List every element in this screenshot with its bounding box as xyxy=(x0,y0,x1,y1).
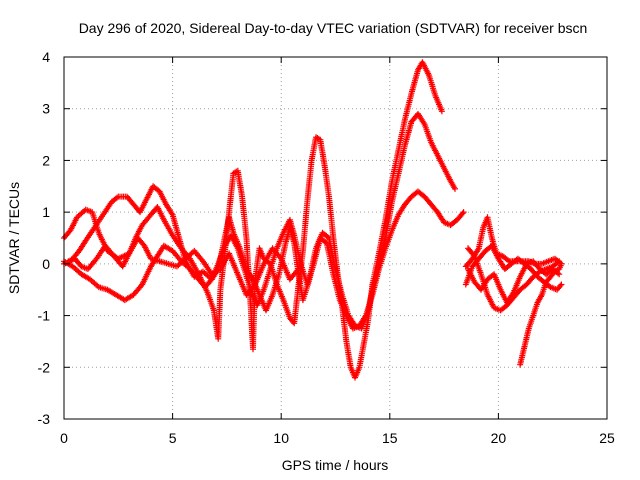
track-7 xyxy=(462,242,565,293)
data-point-marker xyxy=(556,271,563,278)
data-point-marker xyxy=(452,185,458,192)
data-point-marker xyxy=(295,266,302,272)
y-tick-label: 1 xyxy=(42,204,50,220)
chart-title: Day 296 of 2020, Sidereal Day-to-day VTE… xyxy=(79,20,588,36)
y-tick-label: -1 xyxy=(38,308,51,324)
data-point-marker xyxy=(505,257,511,264)
y-tick-label: 0 xyxy=(42,256,50,272)
data-points xyxy=(61,59,565,381)
track-1 xyxy=(61,59,445,381)
data-point-marker xyxy=(557,282,564,289)
data-point-marker xyxy=(470,251,477,258)
y-tick-label: 4 xyxy=(42,49,50,65)
data-point-marker xyxy=(554,259,561,266)
data-point-marker xyxy=(460,209,467,216)
data-point-marker xyxy=(207,277,214,284)
y-axis-label: SDTVAR / TECUs xyxy=(6,182,22,294)
track-3 xyxy=(61,188,467,332)
plot-frame xyxy=(63,56,608,420)
data-point-marker xyxy=(554,270,561,277)
axis-ticks: 0 5 10 15 20 25 -3 -2 -1 0 1 2 3 4 xyxy=(38,49,615,446)
data-point-marker xyxy=(558,281,565,288)
x-tick-label: 15 xyxy=(382,430,398,446)
track-8 xyxy=(517,260,565,368)
x-axis-label: GPS time / hours xyxy=(282,457,389,473)
data-point-marker xyxy=(459,210,466,217)
data-point-marker xyxy=(438,108,445,115)
x-tick-label: 0 xyxy=(60,430,68,446)
y-tick-label: -2 xyxy=(38,359,51,375)
y-tick-label: 2 xyxy=(42,152,50,168)
y-tick-label: -3 xyxy=(38,411,51,427)
y-tick-label: 3 xyxy=(42,101,50,117)
track-4 xyxy=(65,235,302,298)
data-point-marker xyxy=(558,260,565,267)
data-point-marker xyxy=(420,119,427,126)
x-tick-label: 25 xyxy=(599,430,615,446)
x-tick-label: 20 xyxy=(491,430,507,446)
track-9 xyxy=(465,258,563,306)
x-tick-label: 5 xyxy=(169,430,177,446)
data-point-marker xyxy=(114,194,120,201)
x-tick-label: 10 xyxy=(273,430,289,446)
